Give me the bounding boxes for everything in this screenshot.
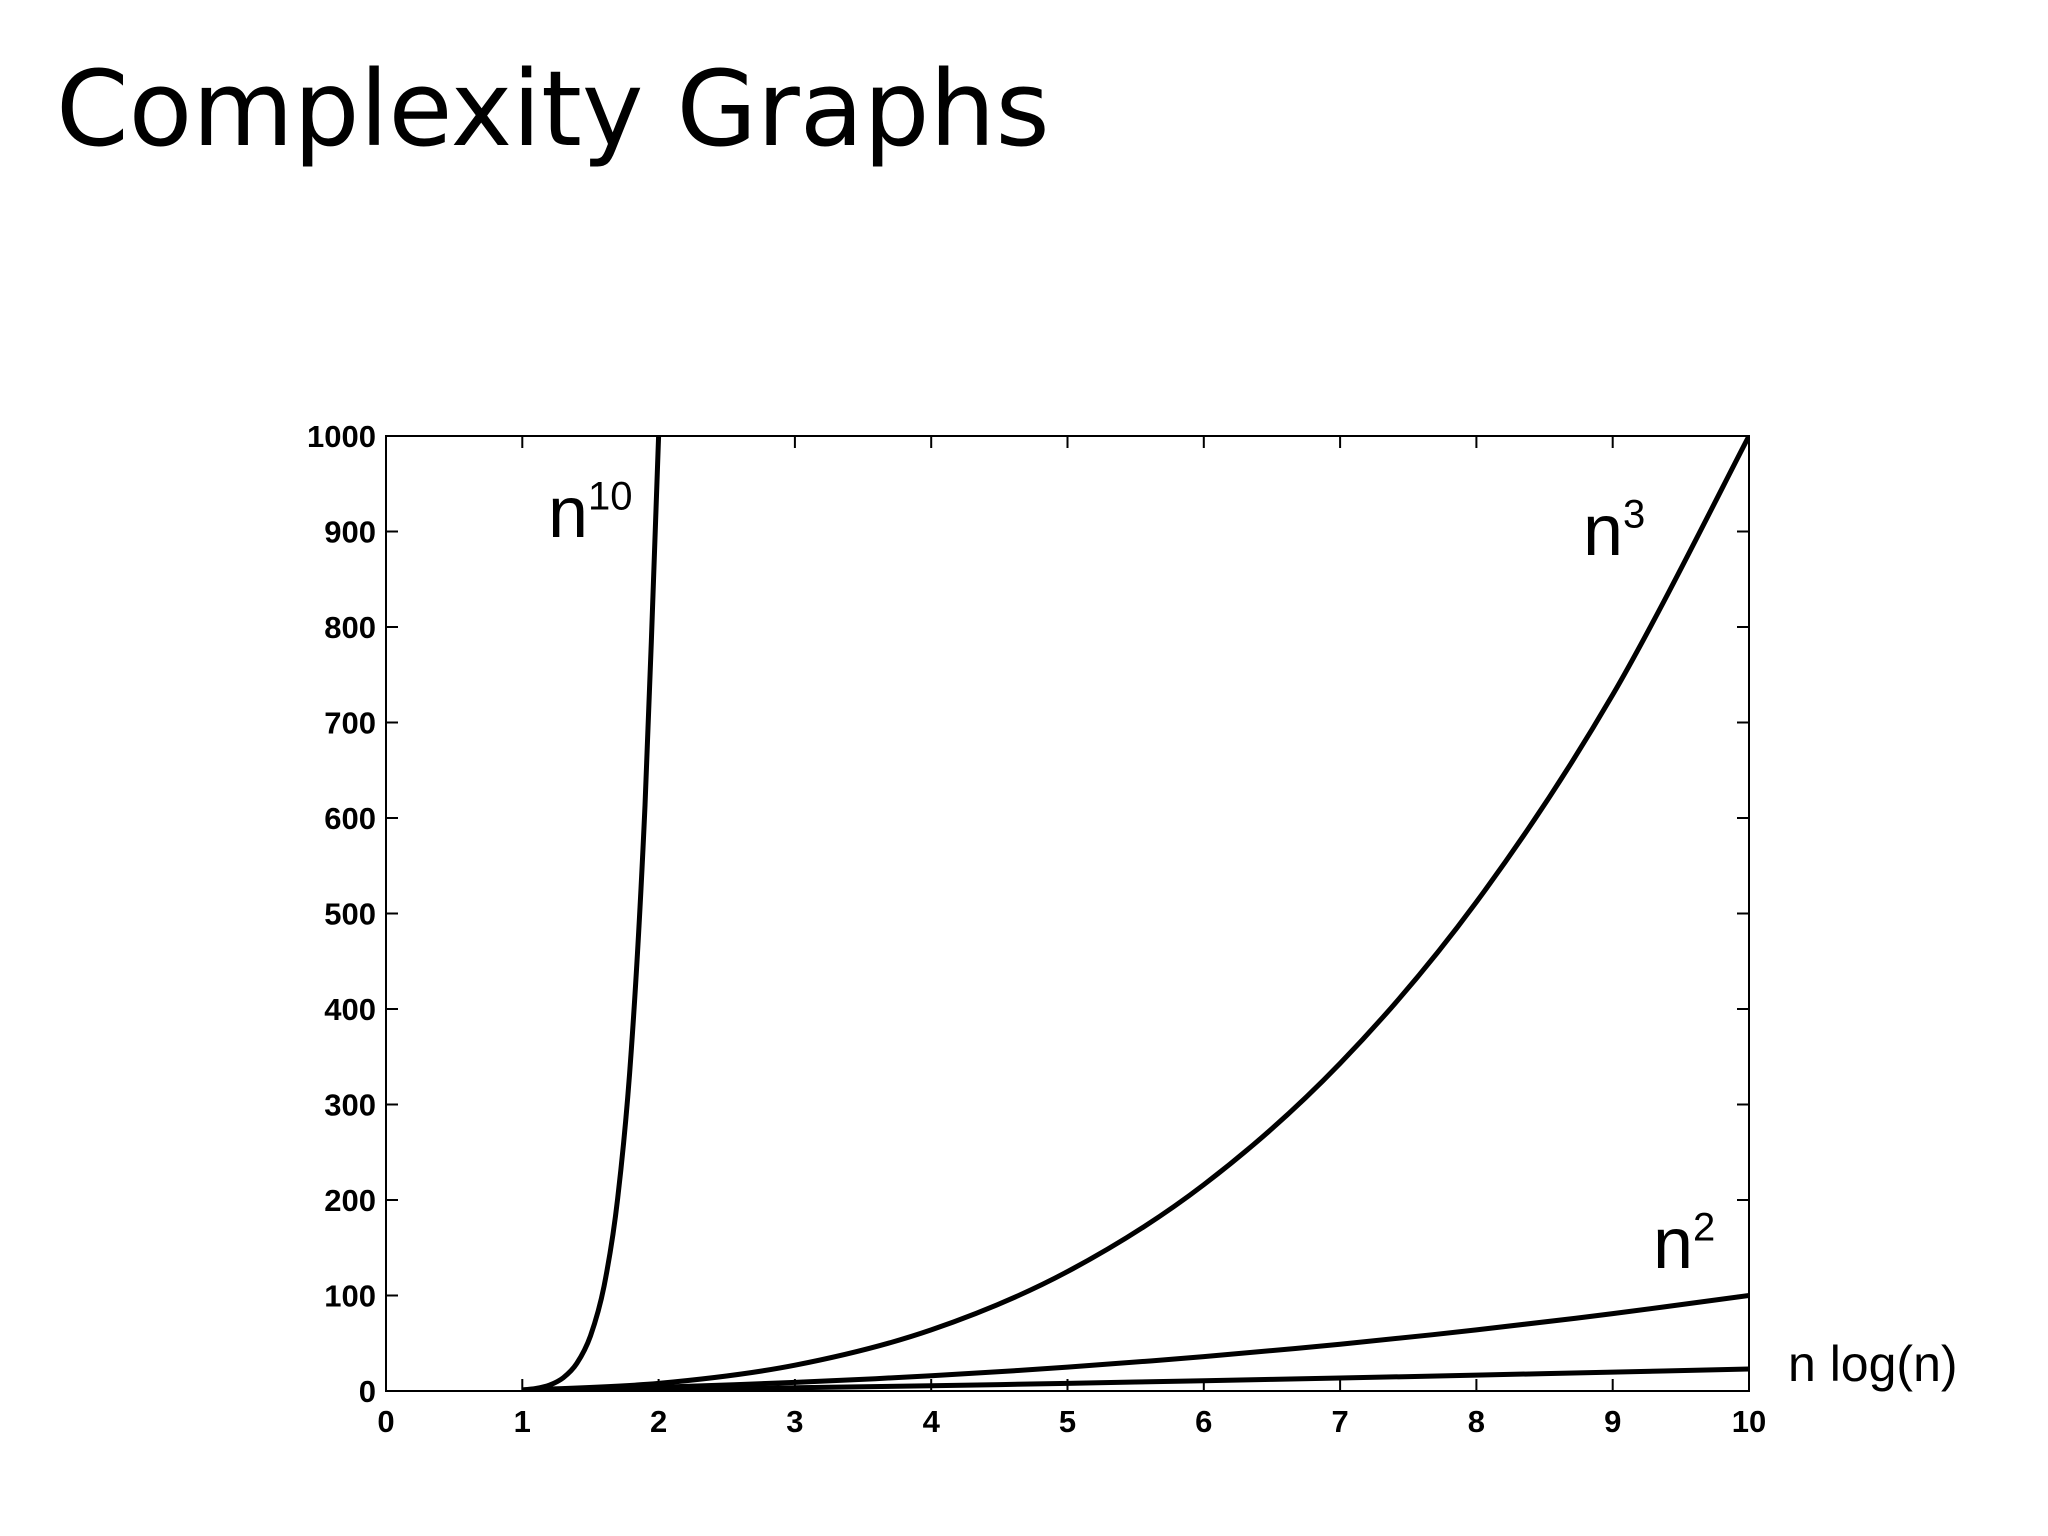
series-label-exponent: 3: [1623, 493, 1645, 537]
x-axis-ticks: 0 1 2 3 4 5 6 7 8 9 10: [377, 436, 1766, 1439]
x-tick-label: 6: [1195, 1404, 1212, 1439]
series-label-n3: n3: [1583, 491, 1645, 571]
series-label-base: n: [1653, 1204, 1693, 1284]
y-tick-label: 0: [359, 1374, 376, 1409]
series-label-n10: n10: [548, 473, 633, 553]
y-tick-label: 400: [324, 992, 376, 1027]
series-label-n2: n2: [1653, 1204, 1715, 1284]
y-tick-label: 700: [324, 706, 376, 741]
x-tick-label: 4: [923, 1404, 941, 1439]
y-axis-ticks: 0 100 200 300 400 500 600 700 800 900 1000: [307, 419, 1749, 1409]
x-tick-label: 2: [650, 1404, 667, 1439]
y-tick-label: 600: [324, 801, 376, 836]
series-label-exponent: 2: [1693, 1206, 1715, 1250]
y-tick-label: 500: [324, 897, 376, 932]
y-tick-label: 800: [324, 610, 376, 645]
x-tick-label: 8: [1468, 1404, 1485, 1439]
plot-area-frame: [385, 435, 1750, 1392]
y-tick-label: 200: [324, 1183, 376, 1218]
series-label-base: n: [548, 473, 588, 553]
series-label-n-log-n: n log(n): [1788, 1336, 1958, 1392]
y-tick-label: 100: [324, 1279, 376, 1314]
y-tick-label: 300: [324, 1088, 376, 1123]
y-tick-label: 1000: [307, 419, 376, 454]
series-label-base: n: [1583, 491, 1623, 571]
series-label-base: n log(n): [1788, 1336, 1958, 1392]
x-tick-label: 10: [1732, 1404, 1766, 1439]
series-line-n-log-n: [522, 1366, 1749, 1391]
x-tick-label: 3: [786, 1404, 803, 1439]
series-line-n10: [522, 436, 662, 1391]
x-tick-label: 0: [377, 1404, 394, 1439]
y-tick-label: 900: [324, 515, 376, 550]
x-tick-label: 7: [1331, 1404, 1348, 1439]
series-curves: [522, 436, 1749, 1391]
x-tick-label: 9: [1604, 1404, 1621, 1439]
x-tick-label: 1: [514, 1404, 531, 1439]
x-tick-label: 5: [1059, 1404, 1076, 1439]
slide-title: Complexity Graphs: [56, 48, 1050, 170]
series-label-exponent: 10: [588, 475, 633, 519]
series-line-n2: [522, 1293, 1749, 1391]
series-line-n3: [522, 436, 1749, 1391]
